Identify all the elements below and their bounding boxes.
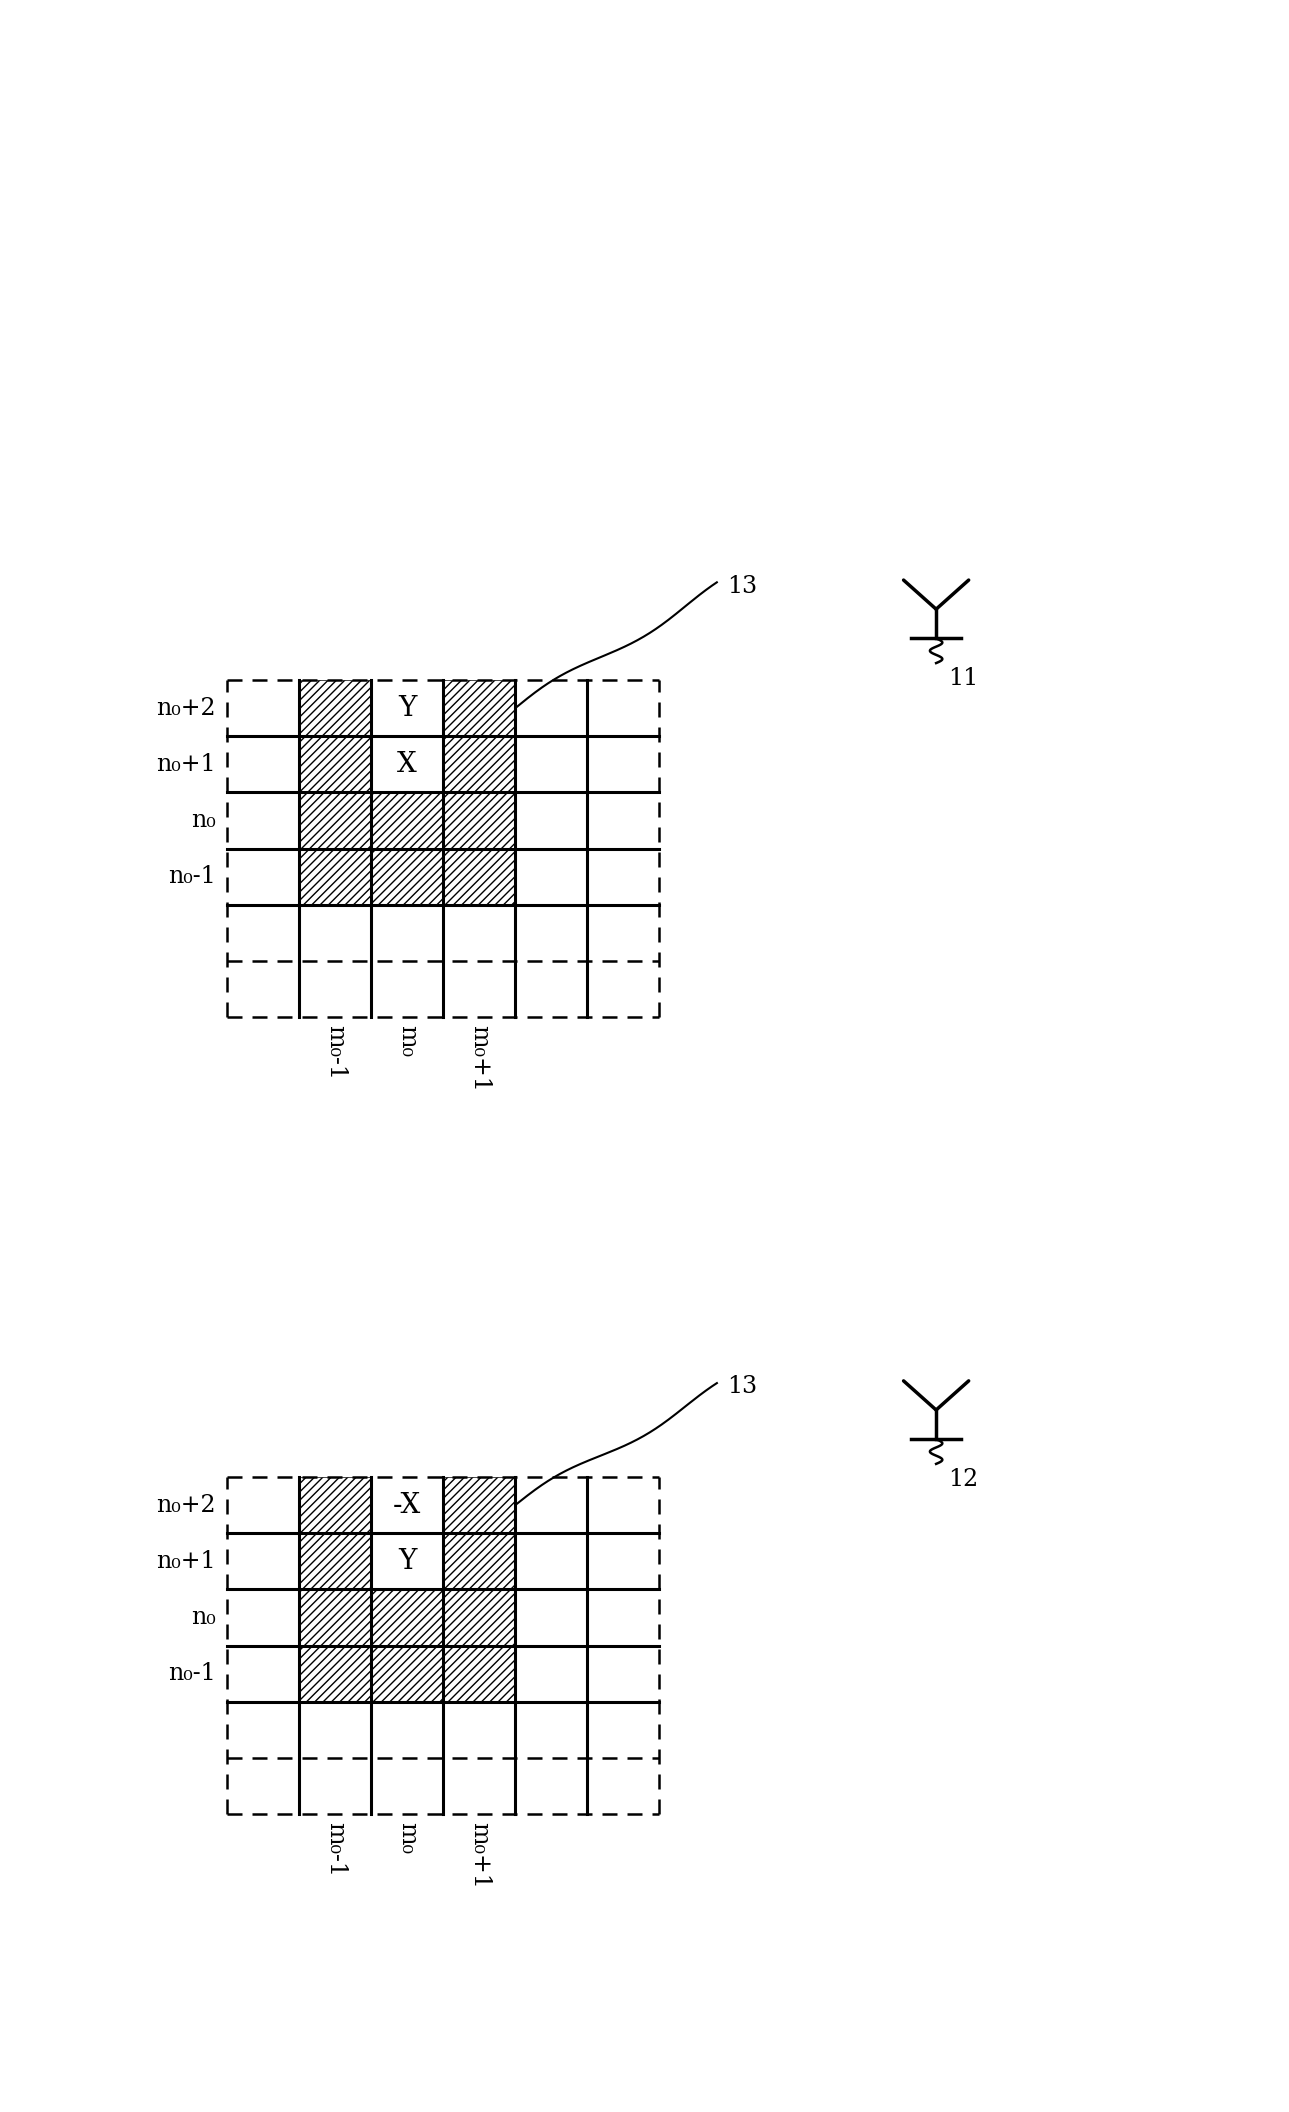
Bar: [299, 680, 371, 737]
Bar: [443, 1476, 516, 1533]
Text: 11: 11: [947, 667, 978, 691]
Bar: [443, 1476, 516, 1533]
Bar: [371, 849, 443, 904]
Bar: [371, 1645, 443, 1702]
Text: 13: 13: [727, 574, 757, 598]
Bar: [299, 737, 371, 792]
Bar: [299, 1476, 371, 1533]
Bar: [299, 1590, 371, 1645]
Text: m₀: m₀: [396, 1024, 419, 1056]
Bar: [299, 680, 371, 737]
Bar: [371, 792, 443, 849]
Bar: [443, 737, 516, 792]
Bar: [299, 1533, 371, 1590]
Bar: [371, 1590, 443, 1645]
Text: Y: Y: [398, 695, 416, 722]
Bar: [443, 1590, 516, 1645]
Text: m₀-1: m₀-1: [324, 1823, 347, 1878]
Bar: [371, 849, 443, 904]
Bar: [299, 1645, 371, 1702]
Bar: [299, 737, 371, 792]
Bar: [443, 1645, 516, 1702]
Bar: [299, 792, 371, 849]
Text: n₀-1: n₀-1: [168, 866, 215, 889]
Bar: [299, 1645, 371, 1702]
Bar: [299, 1476, 371, 1533]
Bar: [371, 1533, 443, 1590]
Text: X: X: [397, 752, 418, 777]
Bar: [371, 792, 443, 849]
Bar: [443, 1533, 516, 1590]
Bar: [443, 792, 516, 849]
Text: 12: 12: [947, 1468, 978, 1491]
Bar: [371, 1645, 443, 1702]
Bar: [443, 680, 516, 737]
Bar: [299, 849, 371, 904]
Bar: [371, 1476, 443, 1533]
Text: n₀+1: n₀+1: [156, 752, 215, 775]
Text: n₀+2: n₀+2: [156, 697, 215, 720]
Bar: [443, 680, 516, 737]
Text: n₀: n₀: [191, 809, 215, 832]
Text: n₀+1: n₀+1: [156, 1550, 215, 1573]
Bar: [371, 1590, 443, 1645]
Bar: [443, 1645, 516, 1702]
Bar: [443, 792, 516, 849]
Text: n₀: n₀: [191, 1605, 215, 1628]
Bar: [371, 737, 443, 792]
Text: n₀+2: n₀+2: [156, 1493, 215, 1516]
Bar: [299, 1533, 371, 1590]
Bar: [443, 1590, 516, 1645]
Text: m₀: m₀: [396, 1823, 419, 1854]
Bar: [443, 849, 516, 904]
Bar: [299, 1590, 371, 1645]
Bar: [299, 849, 371, 904]
Text: 13: 13: [727, 1375, 757, 1398]
Text: -X: -X: [393, 1491, 422, 1519]
Bar: [299, 792, 371, 849]
Text: Y: Y: [398, 1548, 416, 1576]
Text: m₀-1: m₀-1: [324, 1024, 347, 1079]
Bar: [371, 680, 443, 737]
Text: m₀+1: m₀+1: [468, 1823, 491, 1888]
Bar: [443, 737, 516, 792]
Text: m₀+1: m₀+1: [468, 1024, 491, 1092]
Bar: [443, 1533, 516, 1590]
Text: n₀-1: n₀-1: [168, 1662, 215, 1685]
Bar: [443, 849, 516, 904]
